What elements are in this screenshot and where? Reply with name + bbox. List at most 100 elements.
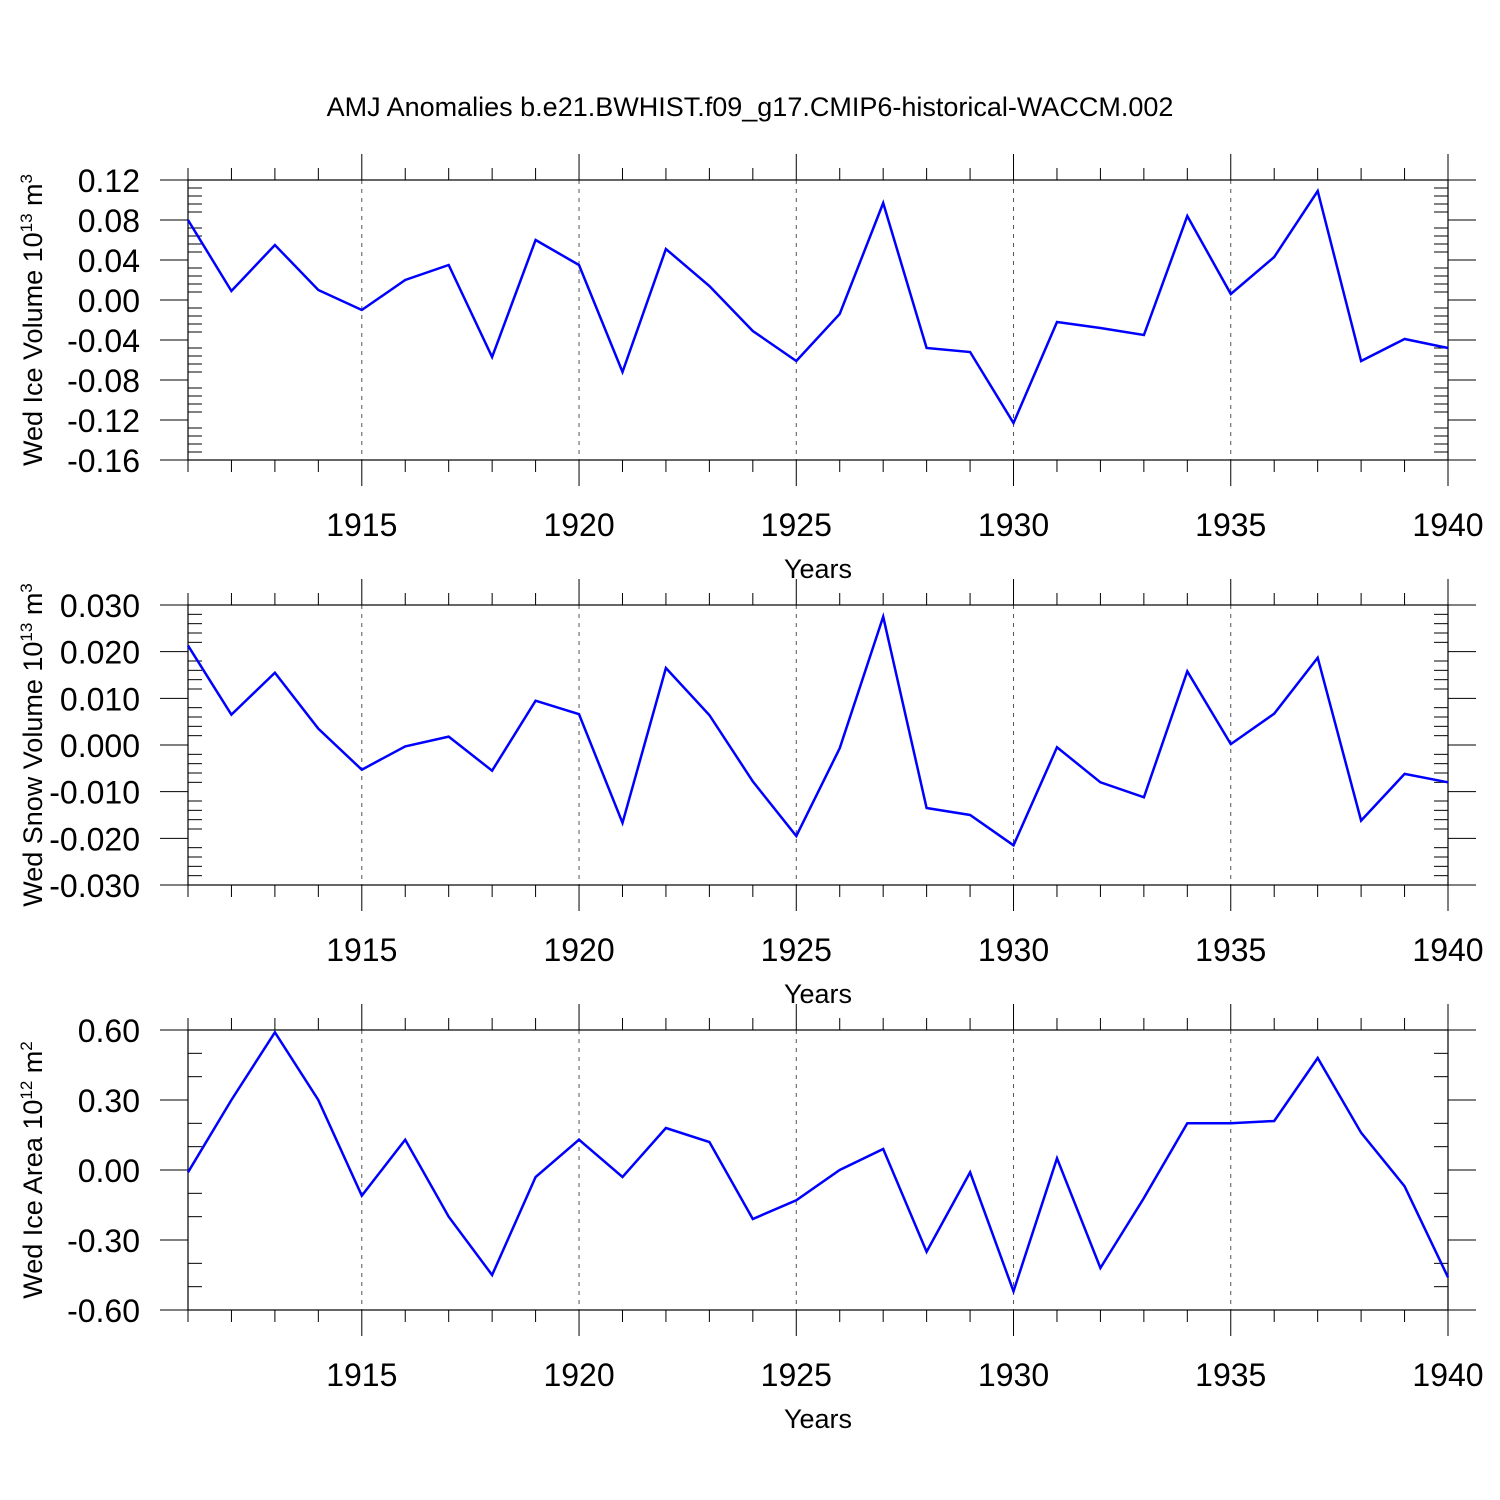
data-point	[447, 1215, 451, 1219]
data-point	[1446, 780, 1450, 784]
data-point	[229, 713, 233, 717]
data-point	[273, 243, 277, 247]
x-tick-label: 1930	[978, 1357, 1049, 1393]
data-point	[968, 1170, 972, 1174]
x-tick-label: 1920	[543, 932, 614, 968]
data-point	[1185, 669, 1189, 673]
data-point	[1055, 320, 1059, 324]
data-point	[534, 238, 538, 242]
x-tick-label: 1935	[1195, 1357, 1266, 1393]
y-axis-label: Wed Ice Area 1012 m2	[17, 1041, 48, 1299]
x-tick-label: 1925	[761, 932, 832, 968]
y-tick-label: -0.020	[49, 821, 140, 857]
y-tick-label: -0.04	[67, 323, 140, 359]
y-tick-label: -0.010	[49, 775, 140, 811]
data-point	[360, 308, 364, 312]
panels: 0.12 0.08 0.04 0.00 -0.04 -0.08 -0.12 -0.16 1915…	[17, 154, 1484, 1434]
data-point	[1403, 1184, 1407, 1188]
data-point	[925, 1250, 929, 1254]
data-point	[664, 666, 668, 670]
x-axis-label: Years	[784, 1404, 852, 1434]
data-point	[577, 1138, 581, 1142]
x-tick-label: 1915	[326, 1357, 397, 1393]
data-point	[664, 247, 668, 251]
data-point	[1012, 1289, 1016, 1293]
data-point	[1359, 819, 1363, 823]
data-point	[925, 806, 929, 810]
y-tick-label: 0.08	[78, 203, 140, 239]
data-point	[1446, 346, 1450, 350]
data-point	[534, 1175, 538, 1179]
data-point	[794, 1198, 798, 1202]
chart-panel-3: 0.60 0.30 0.00 -0.30 -0.60 1915 1920 1925 1930 19…	[17, 1004, 1484, 1434]
data-point	[186, 1170, 190, 1174]
y-axis-label-unit: m	[18, 593, 48, 623]
data-point	[490, 769, 494, 773]
data-point	[1098, 780, 1102, 784]
data-point	[968, 813, 972, 817]
y-axis-label-unit: m	[18, 183, 48, 213]
x-tick-label: 1925	[761, 507, 832, 543]
y-axis-label-unit-exponent: 2	[17, 1041, 36, 1050]
data-point	[707, 1140, 711, 1144]
y-tick-label: 0.00	[78, 1153, 140, 1189]
data-point	[620, 370, 624, 374]
y-axis-label-main: Wed Snow Volume 10	[18, 642, 48, 907]
data-point	[403, 1138, 407, 1142]
data-point	[316, 727, 320, 731]
y-axis-label-main: Wed Ice Volume 10	[18, 232, 48, 466]
chart-panel-2: 0.030 0.020 0.010 0.000 -0.010 -0.020 -0.030 19…	[17, 579, 1484, 1009]
data-point	[881, 201, 885, 205]
data-point	[1359, 1131, 1363, 1135]
data-point	[186, 218, 190, 222]
y-tick-label: -0.12	[67, 403, 140, 439]
data-point	[794, 359, 798, 363]
data-point	[751, 329, 755, 333]
data-point	[1229, 1121, 1233, 1125]
x-axis-label: Years	[784, 554, 852, 584]
y-tick-label: -0.08	[67, 363, 140, 399]
y-axis-label: Wed Ice Volume 1013 m3	[17, 174, 48, 466]
data-point	[1098, 326, 1102, 330]
data-point	[751, 779, 755, 783]
data-point	[186, 644, 190, 648]
y-axis-label-unit: m	[18, 1051, 48, 1081]
y-axis-label-exponent: 12	[17, 1081, 36, 1100]
y-axis-label-exponent: 13	[17, 213, 36, 232]
data-point	[620, 821, 624, 825]
data-point	[403, 278, 407, 282]
data-point	[620, 1175, 624, 1179]
data-point	[1142, 333, 1146, 337]
data-point	[794, 834, 798, 838]
data-point	[1316, 656, 1320, 660]
data-point	[1142, 1196, 1146, 1200]
data-point	[1229, 292, 1233, 296]
data-point	[968, 350, 972, 354]
y-tick-label: 0.000	[60, 728, 140, 764]
x-tick-label: 1915	[326, 507, 397, 543]
x-tick-label: 1940	[1412, 1357, 1483, 1393]
data-point	[1098, 1266, 1102, 1270]
data-point	[316, 288, 320, 292]
x-tick-label: 1940	[1412, 932, 1483, 968]
data-point	[838, 1168, 842, 1172]
data-point	[1185, 1121, 1189, 1125]
data-point	[1272, 255, 1276, 259]
x-tick-label: 1935	[1195, 932, 1266, 968]
data-point	[1272, 1119, 1276, 1123]
y-tick-label: -0.30	[67, 1223, 140, 1259]
y-axis-label: Wed Snow Volume 1013 m3	[17, 583, 48, 907]
x-tick-label: 1930	[978, 507, 1049, 543]
data-point	[1055, 745, 1059, 749]
data-point	[664, 1126, 668, 1130]
data-point	[1012, 843, 1016, 847]
y-tick-label: -0.60	[67, 1293, 140, 1329]
x-tick-label: 1920	[543, 1357, 614, 1393]
data-point	[707, 713, 711, 717]
data-point	[273, 671, 277, 675]
chart-title: AMJ Anomalies b.e21.BWHIST.f09_g17.CMIP6…	[327, 92, 1174, 122]
data-point	[229, 1098, 233, 1102]
x-tick-label: 1925	[761, 1357, 832, 1393]
